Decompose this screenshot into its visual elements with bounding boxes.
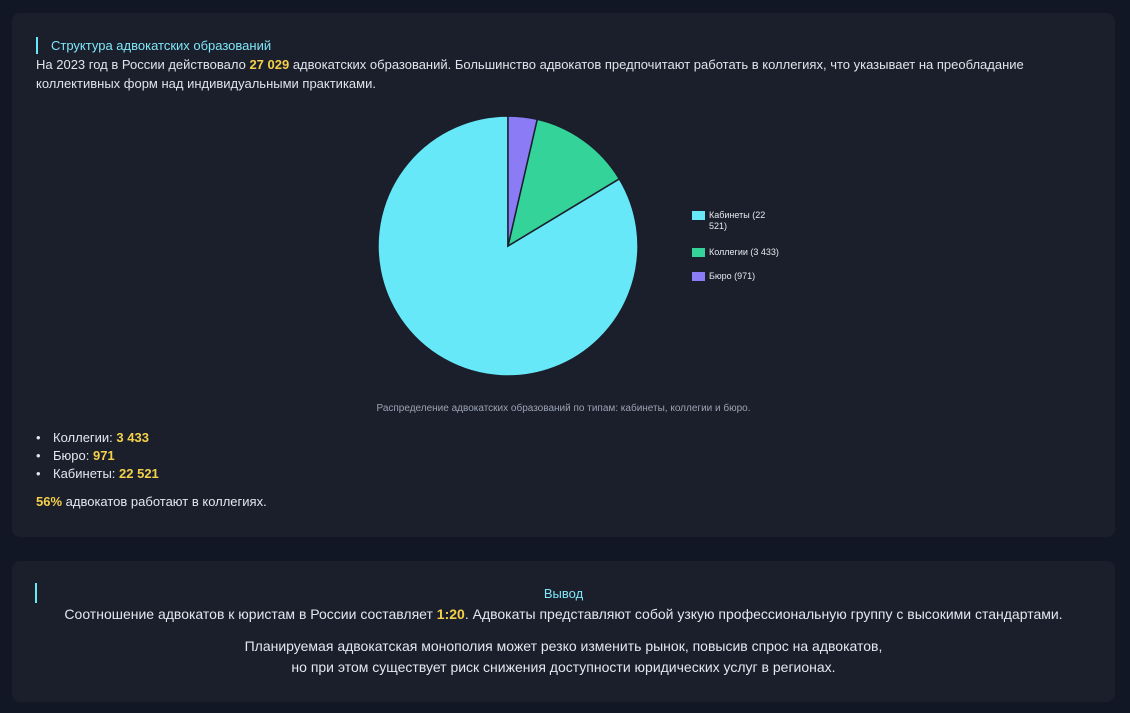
legend-label-kabinety: Кабинеты (22 521)	[709, 210, 766, 231]
conclusion-card: Вывод Соотношение адвокатов к юристам в …	[12, 561, 1115, 702]
list-item: Бюро: 971	[36, 447, 159, 465]
legend-swatch-kollegii	[692, 248, 705, 257]
intro-after: адвокатских образований. Большинство адв…	[36, 57, 1024, 91]
list-item: Кабинеты: 22 521	[36, 465, 159, 483]
legend-swatch-kabinety	[692, 211, 705, 220]
share-value: 56%	[36, 494, 63, 509]
stat-label: Коллегии:	[53, 430, 117, 445]
legend-swatch-byuro	[692, 272, 705, 281]
legend-item-kollegii[interactable]: Коллегии (3 433)	[692, 247, 779, 258]
legend-label-kollegii: Коллегии (3 433)	[709, 247, 779, 257]
section-title: Структура адвокатских образований	[36, 37, 271, 54]
stat-value: 22 521	[119, 466, 159, 481]
pie-chart	[377, 115, 639, 377]
legend-label-byuro: Бюро (971)	[709, 271, 756, 281]
stat-label: Бюро:	[53, 448, 93, 463]
accent-bar	[35, 583, 37, 603]
stat-value: 971	[92, 448, 115, 463]
stat-value: 3 433	[116, 430, 149, 445]
ratio-value: 1:20	[436, 606, 465, 622]
intro-before: На 2023 год в России действовало	[36, 57, 250, 72]
slice-kollegii[interactable]	[506, 118, 621, 248]
slice-byuro[interactable]	[507, 115, 539, 247]
structure-card: Структура адвокатских образований На 202…	[12, 13, 1115, 537]
share-caption: адвокатов работают в коллегиях.	[62, 494, 267, 509]
intro-total: 27 029	[249, 57, 290, 72]
list-item: Коллегии: 3 433	[36, 429, 159, 447]
legend-item-kabinety[interactable]: Кабинеты (22 521)	[692, 210, 779, 232]
chart-caption: Распределение адвокатских образований по…	[376, 403, 751, 414]
conclusion-title: Вывод	[543, 586, 584, 601]
stat-label: Кабинеты:	[53, 466, 120, 481]
conclusion-paragraph-2: Планируемая адвокатская монополия может …	[244, 638, 883, 675]
intro-text: На 2023 год в России действовало 27 029 …	[36, 55, 1076, 93]
legend-item-byuro[interactable]: Бюро (971)	[692, 271, 755, 282]
share-text: 56% адвокатов работают в коллегиях.	[36, 494, 267, 509]
p1-before: Соотношение адвокатов к юристам в России…	[64, 606, 437, 622]
stats-list: Коллегии: 3 433 Бюро: 971 Кабинеты: 22 5…	[36, 429, 159, 483]
p1-after: . Адвокаты представляют собой узкую проф…	[464, 606, 1063, 622]
conclusion-paragraph-1: Соотношение адвокатов к юристам в России…	[12, 604, 1115, 624]
